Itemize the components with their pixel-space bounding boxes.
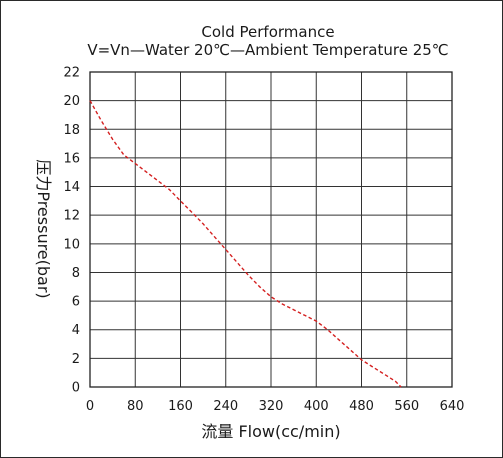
x-tick-label: 0: [86, 399, 94, 414]
y-tick-label: 0: [72, 381, 80, 396]
y-tick-label: 16: [63, 151, 80, 166]
x-tick-label: 400: [304, 399, 329, 414]
y-tick-label: 20: [63, 94, 80, 109]
chart-title: Cold Performance: [201, 23, 334, 41]
x-tick-labels: 0 80 160 240 320 400 480 560 640: [86, 399, 465, 414]
y-axis-label: 压力Pressure(bar): [34, 159, 53, 298]
x-tick-label: 480: [349, 399, 374, 414]
x-tick-label: 240: [213, 399, 238, 414]
y-tick-label: 18: [63, 123, 80, 138]
x-axis-label: 流量 Flow(cc/min): [201, 422, 340, 441]
x-tick-label: 80: [127, 399, 144, 414]
plot-border: [89, 71, 453, 388]
y-tick-label: 12: [63, 209, 80, 224]
y-tick-labels: 0 2 4 6 8 10 12 14 16 18 20 22: [63, 66, 80, 396]
x-tick-label: 160: [168, 399, 193, 414]
x-tick-label: 640: [440, 399, 465, 414]
y-tick-label: 6: [72, 295, 80, 310]
y-tick-label: 4: [72, 323, 80, 338]
y-tick-label: 10: [63, 237, 80, 252]
x-tick-label: 320: [259, 399, 284, 414]
y-tick-label: 22: [63, 66, 80, 81]
grid: [89, 71, 453, 388]
x-tick-label: 560: [394, 399, 419, 414]
y-tick-label: 14: [63, 180, 80, 195]
y-tick-label: 2: [72, 352, 80, 367]
chart-subtitle: V=Vn—Water 20℃—Ambient Temperature 25℃: [87, 41, 448, 59]
y-tick-label: 8: [72, 266, 80, 281]
